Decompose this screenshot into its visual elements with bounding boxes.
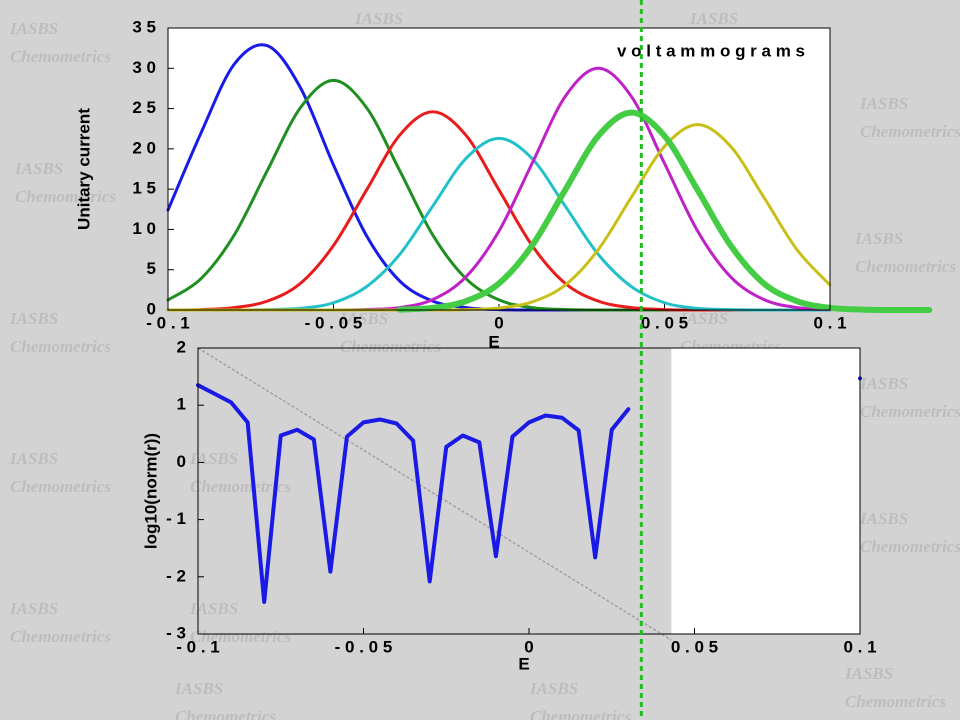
watermark-subtitle: Chemometrics — [860, 122, 960, 141]
watermark-subtitle: Chemometrics — [10, 477, 111, 496]
watermark-title: IASBS — [859, 94, 908, 113]
diagonal-guide — [197, 347, 672, 641]
x-tick-label: 0 — [524, 637, 533, 656]
y-tick-label: - 1 — [166, 509, 186, 528]
watermark-subtitle: Chemometrics — [855, 257, 956, 276]
y-tick-label: 1 5 — [132, 179, 156, 198]
x-tick-label: 0 . 0 5 — [641, 313, 688, 332]
watermark-title: IASBS — [9, 449, 58, 468]
watermark-subtitle: Chemometrics — [10, 47, 111, 66]
x-tick-label: - 0 . 1 — [176, 637, 219, 656]
watermark-subtitle: Chemometrics — [10, 627, 111, 646]
watermark-title: IASBS — [529, 679, 578, 698]
watermark-title: IASBS — [9, 599, 58, 618]
watermark-subtitle: Chemometrics — [530, 707, 631, 720]
y-tick-label: - 3 — [166, 623, 186, 642]
watermark-subtitle: Chemometrics — [10, 337, 111, 356]
x-tick-label: - 0 . 1 — [146, 313, 189, 332]
y-tick-label: - 2 — [166, 566, 186, 585]
y-tick-label: 2 5 — [132, 98, 156, 117]
y-tick-label: 0 — [177, 452, 186, 471]
watermark-title: IASBS — [9, 19, 58, 38]
x-axis-label: E — [488, 332, 499, 351]
series-line — [396, 109, 933, 314]
watermark-title: IASBS — [859, 509, 908, 528]
x-tick-label: - 0 . 0 5 — [335, 637, 393, 656]
watermark-subtitle: Chemometrics — [845, 692, 946, 711]
watermark-title: IASBS — [679, 309, 728, 328]
watermark-subtitle: Chemometrics — [175, 707, 276, 720]
y-tick-label: 3 5 — [132, 17, 156, 36]
plot-frame — [197, 347, 861, 635]
y-tick-label: 0 — [147, 299, 156, 318]
watermark-title: IASBS — [189, 599, 238, 618]
watermark-subtitle: Chemometrics — [340, 337, 441, 356]
y-tick-label: 2 0 — [132, 138, 156, 157]
x-tick-label: 0 — [494, 313, 503, 332]
x-axis-label: E — [518, 654, 529, 673]
watermark-title: IASBS — [14, 159, 63, 178]
watermark-subtitle: Chemometrics — [190, 627, 291, 646]
plots: 0 5 1 0 1 5 2 0 2 5 3 0 3 5 - 0 . 1 - 0 . 0 5 0 0 .… — [74, 0, 933, 720]
y-tick-label: 2 — [177, 337, 186, 356]
watermark-title: IASBS — [189, 449, 238, 468]
watermark-title: IASBS — [354, 9, 403, 28]
watermark-subtitle: Chemometrics — [190, 477, 291, 496]
y-axis-label: log10(norm(r)) — [141, 433, 160, 549]
x-tick-label: 0 . 0 5 — [671, 637, 718, 656]
y-tick-label: 5 — [147, 259, 156, 278]
watermark-title: IASBS — [689, 9, 738, 28]
watermark-subtitle: Chemometrics — [860, 402, 960, 421]
y-axis-label: Unitary current — [74, 108, 93, 230]
x-tick-label: 0 . 1 — [813, 313, 846, 332]
watermark-title: IASBS — [9, 309, 58, 328]
y-tick-label: 1 0 — [132, 219, 156, 238]
plot-frame — [167, 27, 831, 311]
x-tick-label: - 0 . 0 5 — [305, 313, 363, 332]
watermark-title: IASBS — [854, 229, 903, 248]
watermark-subtitle: Chemometrics — [860, 537, 960, 556]
watermark-title: IASBS — [859, 374, 908, 393]
plot-area-right — [671, 348, 860, 634]
chart-title: v o l t a m m o g r a m s — [617, 41, 805, 60]
y-tick-label: 1 — [177, 395, 186, 414]
x-tick-label: 0 . 1 — [843, 637, 876, 656]
y-tick-label: 3 0 — [132, 58, 156, 77]
watermark-title: IASBS — [339, 309, 388, 328]
watermark-subtitle: Chemometrics — [15, 187, 116, 206]
watermark-title: IASBS — [174, 679, 223, 698]
watermark-title: IASBS — [844, 664, 893, 683]
